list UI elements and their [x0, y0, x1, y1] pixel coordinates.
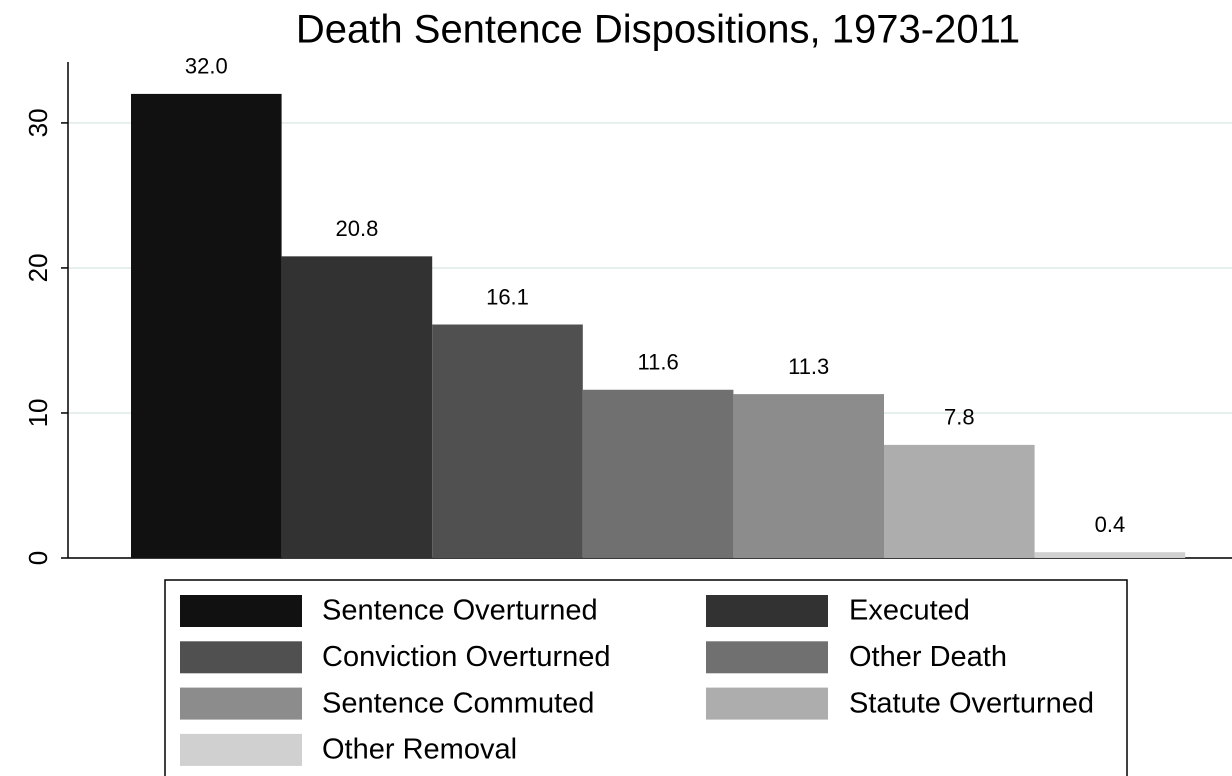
legend-swatch [706, 595, 828, 627]
bar [884, 444, 1035, 558]
legend-swatch [180, 641, 302, 674]
legend-label: Sentence Commuted [322, 687, 594, 719]
legend-label: Other Death [849, 641, 1007, 673]
value-label: 7.8 [944, 405, 975, 430]
legend-label: Executed [849, 595, 970, 627]
chart-title: Death Sentence Dispositions, 1973-2011 [296, 8, 1020, 52]
value-label: 20.8 [335, 216, 378, 241]
y-tick-label: 10 [23, 399, 53, 428]
y-tick-label: 0 [23, 551, 53, 565]
bar [432, 324, 583, 558]
y-tick-label: 30 [23, 108, 53, 137]
bar [582, 389, 734, 558]
legend-label: Sentence Overturned [322, 595, 598, 627]
bar [281, 256, 433, 558]
legend-swatch [180, 733, 302, 766]
value-label: 16.1 [486, 284, 529, 309]
bar [1034, 552, 1186, 558]
legend-swatch [706, 687, 828, 720]
legend-swatch [180, 687, 302, 720]
value-label: 0.4 [1095, 512, 1126, 537]
bar [733, 394, 884, 558]
y-tick-label: 20 [23, 253, 53, 282]
value-label: 11.3 [788, 354, 829, 379]
bar [131, 93, 282, 558]
legend-label: Other Removal [322, 734, 517, 766]
legend-swatch [706, 641, 828, 674]
legend-label: Conviction Overturned [322, 641, 611, 673]
legend-box [164, 579, 1128, 776]
value-label: 11.6 [638, 350, 679, 375]
value-label: 32.0 [185, 54, 228, 79]
legend-label: Statute Overturned [849, 687, 1094, 719]
legend-swatch [180, 595, 302, 627]
